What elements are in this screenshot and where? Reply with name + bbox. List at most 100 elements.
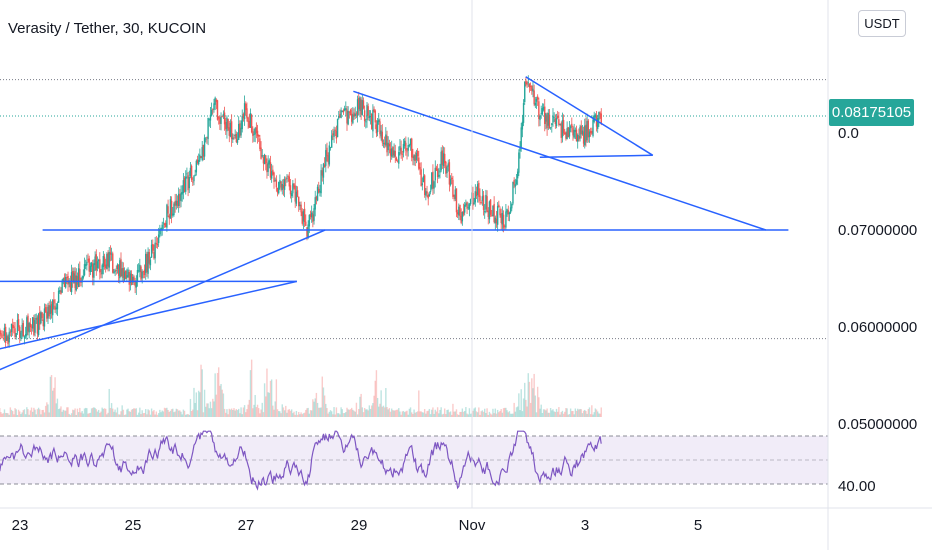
candle-body <box>436 169 439 178</box>
currency-button[interactable]: USDT <box>858 10 906 37</box>
candle-body <box>368 116 371 118</box>
candle-body <box>49 305 52 315</box>
candle-body <box>458 206 460 216</box>
candle-body <box>415 152 418 161</box>
volume-bar <box>187 413 189 417</box>
volume-bar <box>472 410 474 417</box>
volume-bar <box>458 414 460 417</box>
volume-bar <box>125 414 127 417</box>
volume-bar <box>451 414 453 417</box>
candle-body <box>553 116 555 118</box>
volume-bar <box>516 406 519 417</box>
candle-body <box>272 169 274 175</box>
last-price-tag: 0.08175105 <box>829 99 914 126</box>
volume-bar <box>15 409 17 417</box>
candle-body <box>451 177 453 180</box>
candle-body <box>3 327 6 336</box>
candle-body <box>296 190 299 197</box>
volume-bar <box>180 411 182 417</box>
candle-body <box>323 164 326 168</box>
candle-body <box>475 191 478 197</box>
candle-body <box>181 191 183 195</box>
volume-bar <box>508 411 511 417</box>
volume-bar <box>469 413 472 417</box>
volume-bar <box>142 413 145 417</box>
candle-body <box>101 265 103 275</box>
candle-body <box>597 118 599 129</box>
volume-bar <box>88 413 90 417</box>
volume-bar <box>443 408 446 417</box>
volume-bar <box>429 414 432 417</box>
volume-bar <box>335 407 338 417</box>
candle-body <box>14 328 16 337</box>
volume-bar <box>544 409 546 417</box>
candle-body <box>306 227 308 237</box>
candle-body <box>0 333 2 337</box>
candle-body <box>127 269 129 277</box>
volume-bar <box>295 410 298 417</box>
candle-body <box>8 332 10 343</box>
volume-bar <box>193 387 195 417</box>
candle-body <box>248 120 250 128</box>
candle-body <box>202 144 205 157</box>
volume-bar <box>562 413 565 417</box>
candle-body <box>319 191 321 193</box>
candle-body <box>217 117 220 119</box>
volume-bar <box>383 407 386 417</box>
candle-body <box>100 273 102 275</box>
candle-body <box>21 324 23 333</box>
candle-body <box>2 334 4 336</box>
candle-body <box>325 150 327 166</box>
volume-bar <box>392 410 394 417</box>
candle-body <box>176 201 179 206</box>
candle-body <box>507 210 509 215</box>
candle-body <box>155 243 158 244</box>
volume-bar <box>66 407 68 417</box>
volume-bar <box>540 404 542 417</box>
candle-body <box>441 150 444 165</box>
candle-body <box>233 137 235 139</box>
volume-bar <box>84 407 87 417</box>
candle-body <box>152 243 154 251</box>
candle-body <box>53 299 55 304</box>
volume-bar <box>595 409 598 417</box>
candle-body <box>293 183 295 188</box>
candle-body <box>175 200 178 206</box>
candle-body <box>600 113 602 124</box>
volume-bar <box>325 403 327 417</box>
candle-body <box>366 104 368 121</box>
volume-bar <box>320 407 322 417</box>
volume-bars-layer <box>0 359 602 417</box>
volume-bar <box>599 413 601 417</box>
volume-bar <box>262 412 265 417</box>
volume-bar <box>409 407 412 417</box>
volume-bar <box>526 406 528 417</box>
volume-bar <box>592 414 594 417</box>
candle-body <box>566 128 568 140</box>
candle-body <box>488 201 491 220</box>
volume-bar <box>275 379 278 417</box>
time-axis[interactable]: 23 25 27 29 Nov 3 5 <box>12 0 703 534</box>
volume-bar <box>32 411 34 417</box>
candle-body <box>533 90 535 105</box>
volume-bar <box>368 405 371 417</box>
candle-body <box>532 88 534 92</box>
candle-body <box>409 138 412 146</box>
candle-body <box>462 211 465 215</box>
candle-body <box>116 264 119 269</box>
volume-bar <box>391 408 393 417</box>
volume-bar <box>465 407 467 417</box>
candle-body <box>35 318 37 320</box>
volume-bar <box>307 407 309 417</box>
volume-bar <box>496 409 499 417</box>
candle-body <box>59 290 61 293</box>
candle-body <box>500 213 502 224</box>
candle-body <box>288 176 291 187</box>
candle-body <box>20 332 22 339</box>
volume-bar <box>76 408 79 417</box>
volume-bar <box>535 412 538 417</box>
candle-body <box>97 260 100 262</box>
volume-bar <box>48 412 50 417</box>
